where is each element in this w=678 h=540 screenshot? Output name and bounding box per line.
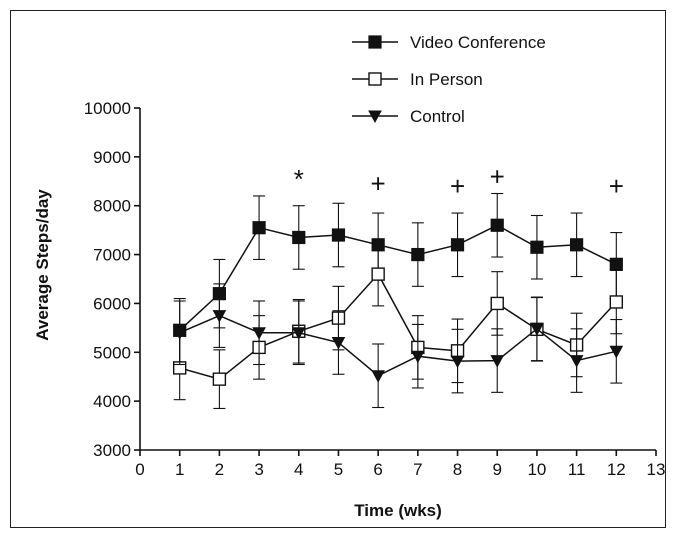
legend-marker <box>368 35 382 49</box>
data-point <box>172 327 187 340</box>
series-layer <box>172 192 624 410</box>
data-point <box>530 323 544 336</box>
x-tick-label: 4 <box>294 460 303 479</box>
data-point <box>609 345 624 359</box>
legend-label: Control <box>410 107 465 126</box>
x-tick-label: 12 <box>607 460 626 479</box>
significance-marker: * <box>294 164 304 194</box>
series-line <box>179 224 617 331</box>
series-line <box>179 314 617 377</box>
y-tick-label: 8000 <box>93 197 131 216</box>
x-tick-label: 5 <box>334 460 343 479</box>
legend-item-control: Control <box>352 107 465 126</box>
data-point <box>212 372 227 386</box>
x-tick-label: 9 <box>492 460 501 479</box>
legend-item-in-person: In Person <box>352 70 483 89</box>
y-axis-label: Average Steps/day <box>33 189 52 341</box>
data-point <box>450 355 465 369</box>
x-axis-label: Time (wks) <box>354 501 442 520</box>
legend-label: Video Conference <box>410 33 546 52</box>
significance-marker: + <box>490 161 505 191</box>
x-tick-label: 10 <box>527 460 546 479</box>
data-point <box>291 327 306 340</box>
x-tick-label: 2 <box>215 460 224 479</box>
legend: Video Conference In Person Control <box>352 33 546 126</box>
legend-item-video-conference: Video Conference <box>352 33 546 52</box>
y-tick-label: 3000 <box>93 441 131 460</box>
x-tick-label: 3 <box>254 460 263 479</box>
data-point <box>371 267 385 281</box>
x-tick-label: 1 <box>175 460 184 479</box>
annotations: * + + + + <box>294 161 624 201</box>
x-tick-label: 11 <box>568 460 586 479</box>
legend-label: In Person <box>410 70 483 89</box>
x-tick-label: 0 <box>135 460 144 479</box>
data-point <box>490 218 504 232</box>
y-tick-label: 5000 <box>93 343 131 362</box>
legend-marker <box>368 72 382 86</box>
chart-frame <box>10 10 666 528</box>
data-point <box>411 247 425 262</box>
data-point <box>609 257 623 271</box>
legend-marker <box>368 110 382 124</box>
y-tick-label: 7000 <box>93 246 131 265</box>
x-tick-label: 8 <box>453 460 462 479</box>
series-control <box>172 283 624 409</box>
data-point <box>569 355 584 368</box>
data-point <box>252 327 266 340</box>
y-tick-label: 9000 <box>93 148 131 167</box>
data-point <box>212 310 227 323</box>
data-point <box>331 337 346 350</box>
significance-marker: + <box>450 171 465 201</box>
data-point <box>371 370 385 383</box>
x-tick-label: 13 <box>647 460 666 479</box>
data-point <box>252 221 266 235</box>
data-point <box>411 350 425 364</box>
data-point <box>530 240 544 254</box>
x-tick-label: 7 <box>413 460 422 479</box>
y-tick-label: 4000 <box>93 392 131 411</box>
data-point <box>490 355 505 368</box>
y-tick-label: 6000 <box>93 294 131 313</box>
data-point <box>570 238 584 252</box>
data-point <box>331 228 346 242</box>
data-point <box>292 230 306 245</box>
data-point <box>450 238 465 252</box>
data-point <box>609 295 624 309</box>
significance-marker: + <box>371 169 386 199</box>
x-tick-label: 6 <box>373 460 382 479</box>
significance-marker: + <box>609 171 624 201</box>
y-tick-label: 10000 <box>84 99 131 118</box>
data-point <box>490 296 504 311</box>
